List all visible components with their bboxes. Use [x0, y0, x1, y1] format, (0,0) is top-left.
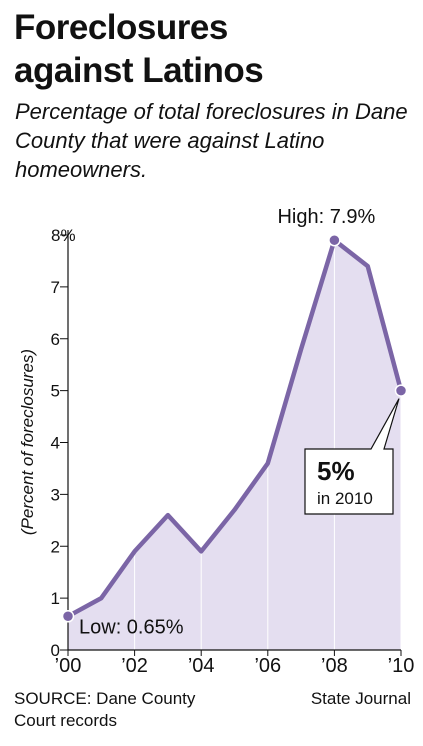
callout-detail: in 2010 [317, 489, 373, 508]
y-tick-label: 6 [51, 330, 60, 349]
x-tick-label: ’02 [121, 655, 148, 677]
axis-layer [60, 230, 402, 656]
x-tick-label: ’08 [321, 655, 348, 677]
callout-box [304, 398, 400, 515]
line-layer [61, 233, 408, 623]
y-axis-title: (Percent of foreclosures) [18, 349, 37, 535]
x-tick-label: ’04 [188, 655, 215, 677]
y-tick-label: 5 [51, 382, 60, 401]
y-tick-label: 1 [51, 589, 60, 608]
area-layer [68, 240, 402, 650]
y-tick-label: 0 [51, 641, 60, 660]
low-label: Low: 0.65% [79, 616, 184, 638]
x-tick-label: ’10 [388, 655, 415, 677]
data-point-callout [394, 384, 408, 397]
label-layer: 0 1 2 3 4 5 6 7 8% ’00 ’02 ’04 ’06 ’08 ’10 (Percent of … [18, 206, 414, 677]
data-point-high [328, 233, 341, 247]
title-line-2: against Latinos [14, 51, 264, 90]
chart-subtitle: Percentage of total foreclosures in Dane… [15, 99, 408, 182]
y-tick-label: 3 [51, 485, 60, 504]
title-line-1: Foreclosures [14, 8, 228, 47]
chart-title: Foreclosures against Latinos [14, 6, 264, 92]
x-tick-label: ’00 [55, 655, 82, 677]
callout-value: 5% [317, 456, 355, 486]
y-tick-label: 2 [51, 537, 60, 556]
y-tick-label: 8% [51, 226, 76, 245]
data-point-low [61, 610, 75, 623]
series-line [65, 237, 404, 619]
high-label: High: 7.9% [277, 206, 375, 228]
area-fill [68, 240, 401, 650]
y-tick-label: 7 [51, 278, 60, 297]
y-tick-label: 4 [51, 434, 60, 453]
credit-note: State Journal [310, 689, 411, 708]
source-note: SOURCE: Dane County Court records [14, 689, 196, 730]
x-tick-label: ’06 [254, 655, 281, 677]
